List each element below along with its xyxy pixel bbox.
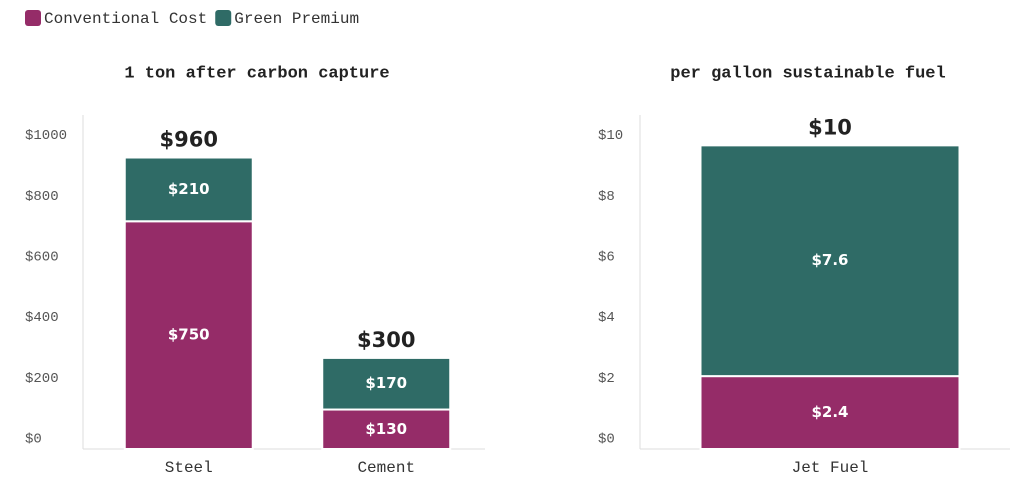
y-tick-label: $400 — [25, 310, 59, 326]
value-label: $170 — [365, 374, 407, 392]
legend-swatch — [215, 10, 232, 26]
total-label: $10 — [808, 115, 852, 139]
value-label: $130 — [365, 420, 407, 438]
legend-swatch — [25, 10, 41, 26]
x-tick-label: Jet Fuel — [792, 459, 869, 477]
total-label: $300 — [357, 328, 415, 352]
legend-label: Green Premium — [234, 10, 359, 28]
legend-label: Conventional Cost — [44, 10, 207, 28]
bar-segment — [699, 375, 961, 450]
y-tick-label: $0 — [25, 432, 42, 448]
value-label: $750 — [168, 326, 210, 344]
bar-segment — [123, 156, 254, 223]
x-tick-label: Cement — [357, 459, 415, 477]
value-label: $210 — [168, 180, 210, 198]
value-label: $7.6 — [811, 251, 848, 269]
bar-segment — [321, 356, 452, 411]
y-tick-label: $4 — [598, 310, 615, 326]
y-tick-label: $10 — [598, 128, 623, 144]
x-tick-label: Steel — [165, 459, 213, 477]
value-label: $2.4 — [811, 403, 848, 421]
y-tick-label: $6 — [598, 250, 615, 266]
bar-segment — [321, 408, 452, 451]
chart-title: 1 ton after carbon capture — [124, 64, 389, 83]
y-tick-label: $200 — [25, 371, 59, 387]
bar-segment — [699, 144, 961, 378]
chart-title: per gallon sustainable fuel — [670, 64, 945, 83]
y-tick-label: $0 — [598, 432, 615, 448]
bar-segment — [123, 220, 254, 450]
y-tick-label: $2 — [598, 371, 615, 387]
y-tick-label: $8 — [598, 189, 615, 205]
y-tick-label: $800 — [25, 189, 59, 205]
y-tick-label: $1000 — [25, 128, 67, 144]
total-label: $960 — [160, 128, 218, 152]
y-tick-label: $600 — [25, 250, 59, 266]
